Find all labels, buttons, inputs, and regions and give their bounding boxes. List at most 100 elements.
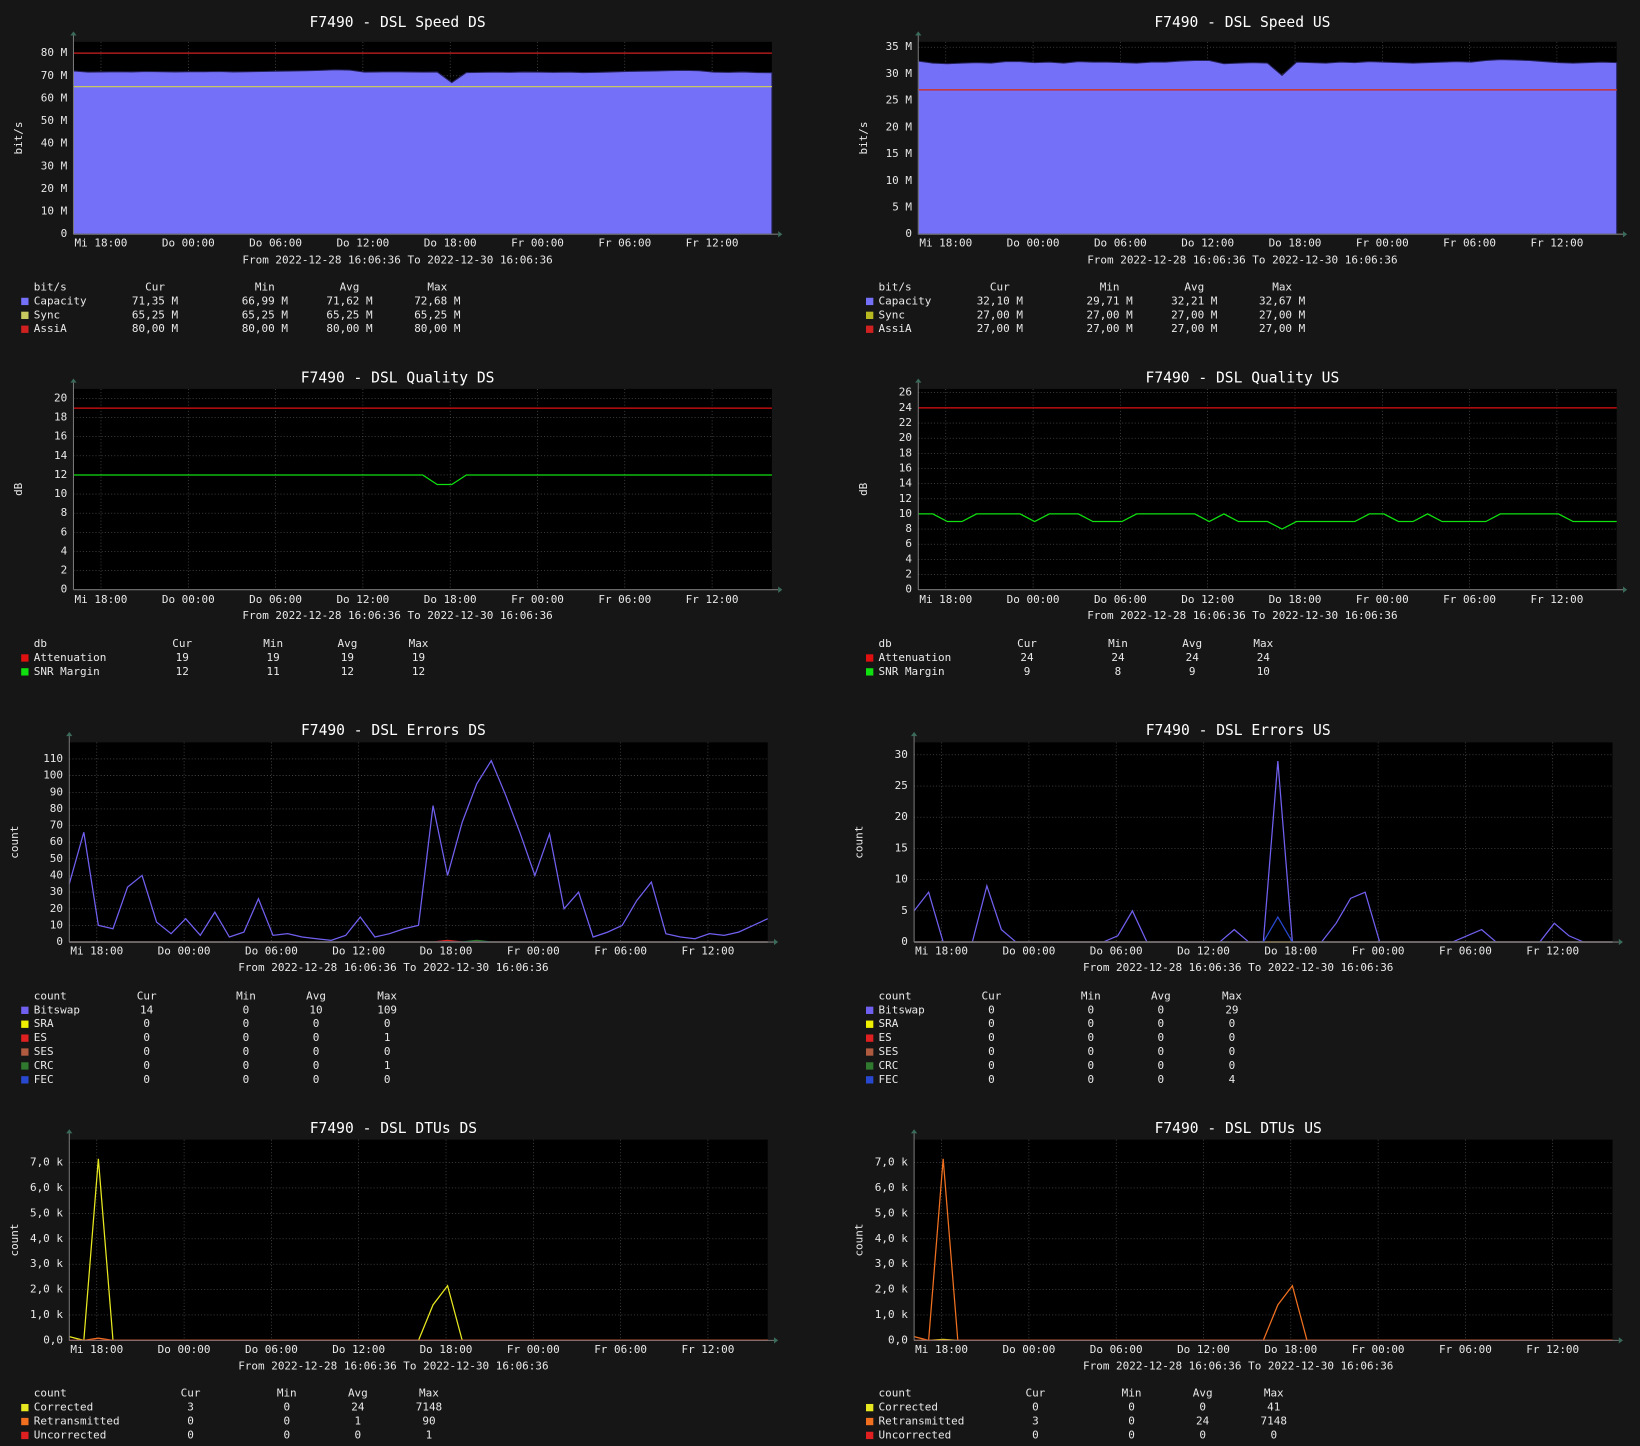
legend-value: 0 xyxy=(1087,1073,1094,1086)
y-tick-label: 0 xyxy=(901,935,908,948)
x-tick-label: Fr 06:00 xyxy=(1443,593,1496,606)
chart-subtitle: From 2022-12-28 16:06:36 To 2022-12-30 1… xyxy=(1083,1360,1393,1373)
legend-value: 80,00 M xyxy=(242,322,289,335)
y-tick-label: 20 M xyxy=(886,120,913,133)
legend-value: 4 xyxy=(1229,1073,1236,1086)
x-tick-label: Fr 12:00 xyxy=(1530,237,1583,250)
y-tick-label: 7,0 k xyxy=(30,1156,63,1169)
axis-arrow xyxy=(1622,231,1628,238)
legend-value: 0 xyxy=(988,1073,995,1086)
y-tick-label: 15 M xyxy=(886,147,913,160)
x-tick-label: Fr 00:00 xyxy=(1352,944,1405,957)
y-tick-label: 12 xyxy=(54,468,67,481)
legend-name: Retransmitted xyxy=(879,1415,965,1428)
y-tick-label: 4 xyxy=(905,552,912,565)
y-tick-label: 80 M xyxy=(41,46,68,59)
legend-swatch xyxy=(21,1431,29,1440)
legend-swatch xyxy=(866,1431,874,1440)
x-tick-label: Do 00:00 xyxy=(1002,1343,1055,1356)
legend-value: 29,71 M xyxy=(1087,294,1134,307)
x-tick-label: Do 12:00 xyxy=(1177,944,1230,957)
chart-title: F7490 - DSL Speed DS xyxy=(310,14,486,31)
legend-value: 24 xyxy=(1111,651,1125,664)
y-tick-label: 4 xyxy=(61,544,68,557)
legend-value: 19 xyxy=(341,651,354,664)
chart-subtitle: From 2022-12-28 16:06:36 To 2022-12-30 1… xyxy=(242,609,552,622)
legend-header: Cur xyxy=(181,1387,201,1400)
x-tick-label: Do 12:00 xyxy=(1181,593,1234,606)
legend-swatch xyxy=(21,1020,29,1028)
legend-name: Sync xyxy=(879,308,905,321)
legend-value: 0 xyxy=(988,1045,995,1058)
legend-value: 0 xyxy=(1229,1017,1236,1030)
y-tick-label: 15 xyxy=(895,841,908,854)
y-tick-label: 16 xyxy=(899,461,912,474)
y-tick-label: 10 M xyxy=(41,205,68,218)
series-line xyxy=(918,513,1617,530)
legend-header: Cur xyxy=(172,637,192,650)
legend-value: 32,10 M xyxy=(977,294,1024,307)
legend-value: 11 xyxy=(267,665,280,678)
legend-name: Attenuation xyxy=(34,651,107,664)
legend-value: 0 xyxy=(143,1073,150,1086)
y-tick-label: 26 xyxy=(899,386,912,399)
series-area xyxy=(72,69,773,235)
axis-arrow xyxy=(1618,938,1623,946)
x-tick-label: Fr 12:00 xyxy=(1526,944,1579,957)
y-tick-label: 50 M xyxy=(41,114,68,127)
y-tick-label: 0,0 xyxy=(888,1333,908,1346)
legend-value: 0 xyxy=(313,1073,320,1086)
x-tick-label: Do 18:00 xyxy=(420,1343,473,1356)
legend-header: Max xyxy=(1222,989,1242,1002)
legend-name: Capacity xyxy=(34,294,87,307)
axis-arrow xyxy=(773,938,779,946)
plot-area xyxy=(918,388,1617,590)
legend-value: 27,00 M xyxy=(1259,322,1306,335)
legend-name: Retransmitted xyxy=(34,1415,120,1428)
y-axis-label: dB xyxy=(857,482,870,496)
legend-value: 0 xyxy=(313,1045,320,1058)
x-tick-label: Do 18:00 xyxy=(1264,1343,1317,1356)
legend-value: 0 xyxy=(988,1003,995,1016)
chart-subtitle: From 2022-12-28 16:06:36 To 2022-12-30 1… xyxy=(242,253,552,266)
legend-value: 0 xyxy=(1128,1428,1135,1441)
legend-value: 9 xyxy=(1189,665,1196,678)
legend-value: 0 xyxy=(1199,1401,1206,1414)
x-tick-label: Do 06:00 xyxy=(245,944,298,957)
y-tick-label: 3,0 k xyxy=(30,1257,63,1270)
axis-arrow xyxy=(70,378,77,383)
axis-arrow xyxy=(1618,1337,1623,1344)
legend-header: Max xyxy=(1272,281,1292,294)
legend-value: 0 xyxy=(143,1017,150,1030)
x-tick-label: Fr 12:00 xyxy=(686,237,739,250)
legend-value: 80,00 M xyxy=(414,322,461,335)
x-tick-label: Fr 06:00 xyxy=(594,944,647,957)
legend-swatch xyxy=(21,297,29,306)
legend-value: 0 xyxy=(1229,1045,1236,1058)
legend-value: 0 xyxy=(243,1045,250,1058)
legend-value: 0 xyxy=(1087,1059,1094,1072)
x-tick-label: Fr 12:00 xyxy=(1526,1343,1579,1356)
y-tick-label: 0 xyxy=(56,935,63,948)
legend-name: SRA xyxy=(879,1017,899,1030)
axis-arrow xyxy=(910,1129,918,1134)
x-tick-label: Do 12:00 xyxy=(332,1343,385,1356)
x-tick-label: Fr 06:00 xyxy=(598,237,651,250)
y-axis-label: bit/s xyxy=(12,121,25,154)
legend-value: 65,25 M xyxy=(414,308,461,321)
y-tick-label: 20 M xyxy=(41,182,68,195)
legend-swatch xyxy=(866,325,874,333)
legend-value: 0 xyxy=(243,1017,250,1030)
legend-header: Max xyxy=(377,989,397,1002)
legend-header: Avg xyxy=(338,637,358,650)
y-tick-label: 12 xyxy=(899,492,912,505)
legend-value: 0 xyxy=(384,1073,391,1086)
legend-value: 7148 xyxy=(1261,1415,1287,1428)
legend-value: 80,00 M xyxy=(326,322,373,335)
chart-subtitle: From 2022-12-28 16:06:36 To 2022-12-30 1… xyxy=(238,1360,548,1373)
y-tick-label: 20 xyxy=(54,392,67,405)
y-tick-label: 50 xyxy=(50,852,63,865)
y-axis-label: count xyxy=(8,826,21,859)
legend-value: 1 xyxy=(426,1428,433,1441)
